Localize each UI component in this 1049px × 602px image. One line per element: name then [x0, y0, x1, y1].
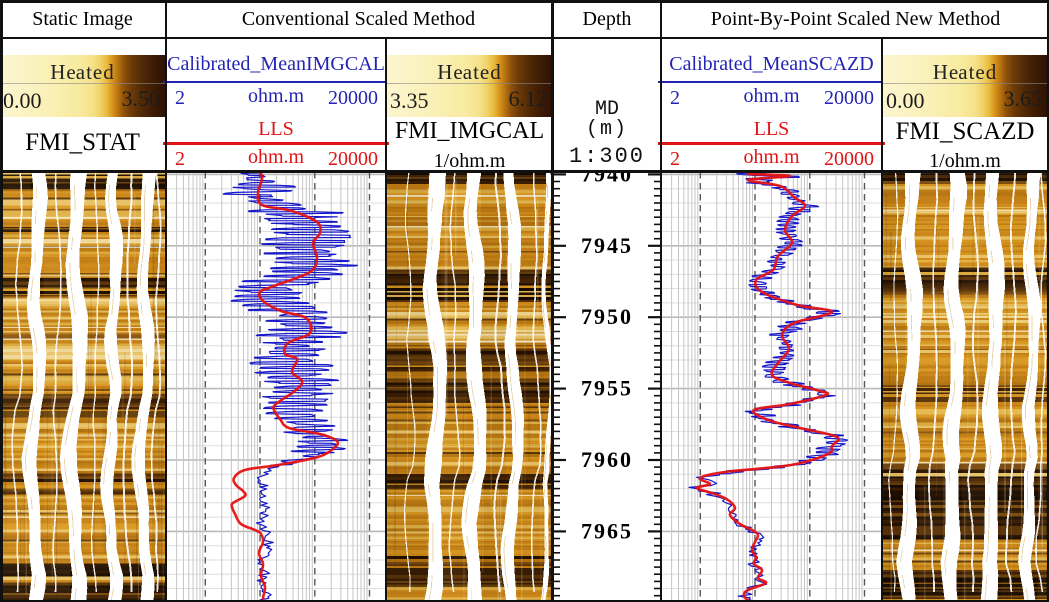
svg-text:7945: 7945 [581, 233, 633, 258]
svg-text:7965: 7965 [581, 518, 633, 543]
svg-text:7950: 7950 [581, 304, 633, 329]
svg-text:7940: 7940 [581, 172, 633, 186]
svg-text:7960: 7960 [581, 447, 633, 472]
svg-text:7955: 7955 [581, 376, 633, 401]
